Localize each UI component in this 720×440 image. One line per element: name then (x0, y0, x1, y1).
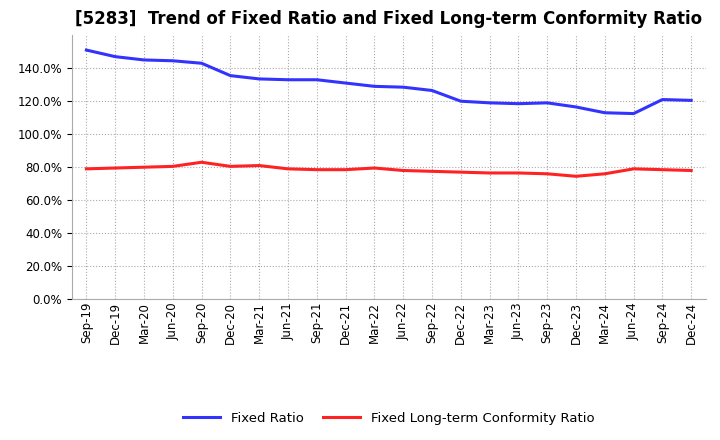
Fixed Long-term Conformity Ratio (168, 164, 177, 169)
Fixed Ratio (456, 99, 465, 104)
Fixed Long-term Conformity Ratio (572, 174, 580, 179)
Fixed Ratio (341, 81, 350, 86)
Fixed Long-term Conformity Ratio (140, 165, 148, 170)
Fixed Long-term Conformity Ratio (82, 166, 91, 172)
Fixed Long-term Conformity Ratio (658, 167, 667, 172)
Line: Fixed Ratio: Fixed Ratio (86, 50, 691, 114)
Fixed Long-term Conformity Ratio (687, 168, 696, 173)
Fixed Long-term Conformity Ratio (456, 169, 465, 175)
Fixed Long-term Conformity Ratio (600, 171, 609, 176)
Fixed Ratio (140, 57, 148, 62)
Fixed Ratio (572, 104, 580, 110)
Fixed Ratio (600, 110, 609, 115)
Fixed Ratio (687, 98, 696, 103)
Fixed Ratio (226, 73, 235, 78)
Fixed Ratio (658, 97, 667, 102)
Fixed Ratio (428, 88, 436, 93)
Fixed Long-term Conformity Ratio (341, 167, 350, 172)
Fixed Ratio (543, 100, 552, 106)
Fixed Ratio (629, 111, 638, 116)
Fixed Ratio (255, 76, 264, 81)
Fixed Ratio (284, 77, 292, 82)
Fixed Long-term Conformity Ratio (370, 165, 379, 171)
Fixed Ratio (312, 77, 321, 82)
Fixed Long-term Conformity Ratio (543, 171, 552, 176)
Fixed Long-term Conformity Ratio (284, 166, 292, 172)
Fixed Long-term Conformity Ratio (255, 163, 264, 168)
Fixed Long-term Conformity Ratio (629, 166, 638, 172)
Fixed Ratio (197, 61, 206, 66)
Fixed Ratio (168, 58, 177, 63)
Fixed Ratio (514, 101, 523, 106)
Fixed Ratio (485, 100, 494, 106)
Title: [5283]  Trend of Fixed Ratio and Fixed Long-term Conformity Ratio: [5283] Trend of Fixed Ratio and Fixed Lo… (75, 10, 703, 28)
Fixed Ratio (399, 84, 408, 90)
Fixed Long-term Conformity Ratio (312, 167, 321, 172)
Legend: Fixed Ratio, Fixed Long-term Conformity Ratio: Fixed Ratio, Fixed Long-term Conformity … (178, 406, 600, 430)
Fixed Ratio (82, 48, 91, 53)
Fixed Long-term Conformity Ratio (111, 165, 120, 171)
Line: Fixed Long-term Conformity Ratio: Fixed Long-term Conformity Ratio (86, 162, 691, 176)
Fixed Long-term Conformity Ratio (485, 170, 494, 176)
Fixed Ratio (370, 84, 379, 89)
Fixed Long-term Conformity Ratio (197, 160, 206, 165)
Fixed Long-term Conformity Ratio (226, 164, 235, 169)
Fixed Long-term Conformity Ratio (428, 169, 436, 174)
Fixed Long-term Conformity Ratio (514, 170, 523, 176)
Fixed Ratio (111, 54, 120, 59)
Fixed Long-term Conformity Ratio (399, 168, 408, 173)
